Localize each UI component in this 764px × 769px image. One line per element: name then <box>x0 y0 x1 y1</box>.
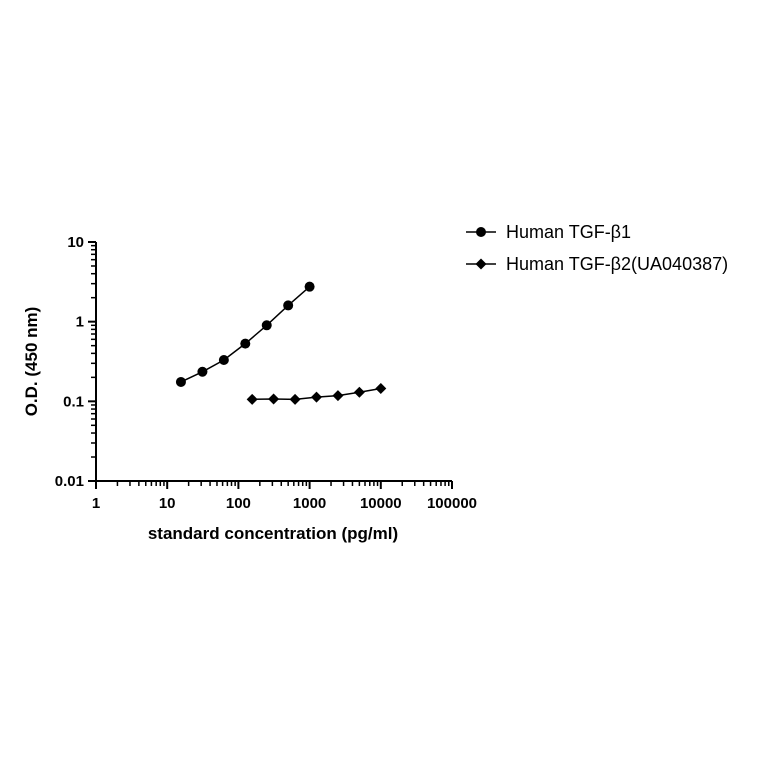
legend-item-1: Human TGF-β1 <box>466 222 631 242</box>
legend-item-2: Human TGF-β2(UA040387) <box>466 254 728 274</box>
data-point <box>311 391 322 403</box>
legend-label: Human TGF-β2(UA040387) <box>506 254 728 274</box>
data-point <box>261 320 272 331</box>
y-tick-label: 0.1 <box>63 393 84 410</box>
y-tick-label: 0.01 <box>55 473 84 490</box>
legend-circle-marker <box>476 227 486 237</box>
data-point <box>304 281 315 292</box>
x-tick-label: 100000 <box>427 495 477 512</box>
data-point <box>246 393 258 405</box>
series-2 <box>246 382 387 405</box>
data-point <box>197 366 208 377</box>
data-point <box>283 300 294 311</box>
x-tick-label: 10 <box>159 495 176 512</box>
x-tick-label: 1 <box>92 495 100 512</box>
x-axis-title: standard concentration (pg/ml) <box>148 524 398 543</box>
data-point <box>353 386 365 398</box>
data-point <box>240 338 251 349</box>
data-point <box>289 393 301 405</box>
legend-label: Human TGF-β1 <box>506 222 631 242</box>
y-axis-title: O.D. (450 nm) <box>22 307 41 417</box>
data-point <box>218 355 229 366</box>
data-point <box>175 376 186 387</box>
data-point <box>268 393 280 405</box>
y-tick-label: 1 <box>76 314 84 331</box>
x-tick-label: 1000 <box>293 495 326 512</box>
data-point <box>375 382 387 394</box>
data-point <box>332 390 344 402</box>
x-tick-label: 100 <box>226 495 251 512</box>
series-1 <box>175 281 315 387</box>
y-tick-label: 10 <box>67 234 84 251</box>
legend-diamond-marker <box>475 258 487 270</box>
x-tick-label: 10000 <box>360 495 402 512</box>
